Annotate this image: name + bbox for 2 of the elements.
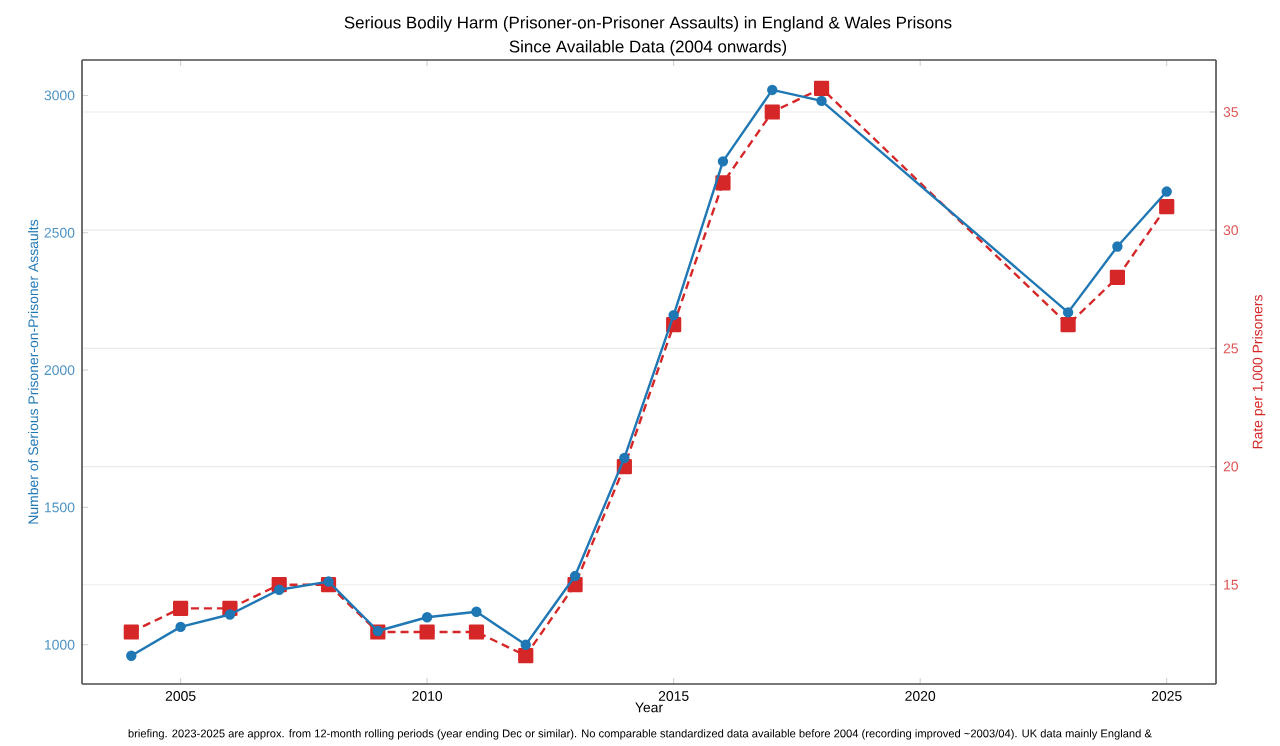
chart-title: Serious Bodily Harm (Prisoner-on-Prisoner Assaults) in England & Wales Prisons	[344, 16, 952, 32]
chart-subtitle: Since Available Data (2004 onwards)	[509, 40, 787, 56]
